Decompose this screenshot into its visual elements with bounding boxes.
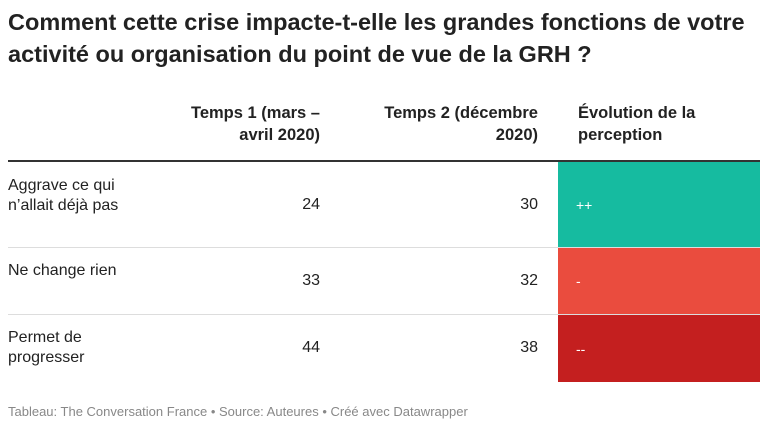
table-header: Temps 1 (mars – avril 2020) Temps 2 (déc…	[8, 102, 760, 162]
evolution-label: --	[576, 340, 586, 357]
evolution-label: ++	[576, 196, 593, 213]
row-label: Aggrave ce qui n’allait déjà pas	[8, 177, 119, 214]
cell-evolution: -	[558, 248, 760, 314]
column-header-temps2: Temps 2 (décembre 2020)	[384, 104, 538, 144]
row-label: Ne change rien	[8, 262, 117, 279]
table-row: Aggrave ce qui n’allait déjà pas 24 30 +…	[8, 162, 760, 248]
cell-temps2: 30	[520, 196, 538, 213]
table-row: Permet de progresser 44 38 --	[8, 315, 760, 382]
row-label: Permet de progresser	[8, 329, 85, 366]
column-header-evolution: Évolution de la perception	[578, 104, 696, 144]
cell-evolution: --	[558, 315, 760, 382]
cell-temps2: 32	[520, 272, 538, 289]
cell-temps1: 24	[302, 196, 320, 213]
table-row: Ne change rien 33 32 -	[8, 248, 760, 315]
source-footer: Tableau: The Conversation France • Sourc…	[8, 404, 468, 419]
column-header-temps1: Temps 1 (mars – avril 2020)	[190, 104, 320, 144]
cell-temps2: 38	[520, 339, 538, 356]
cell-evolution: ++	[558, 162, 760, 247]
data-table: Temps 1 (mars – avril 2020) Temps 2 (déc…	[8, 102, 760, 382]
cell-temps1: 44	[302, 339, 320, 356]
evolution-label: -	[576, 273, 581, 289]
cell-temps1: 33	[302, 272, 320, 289]
chart-title: Comment cette crise impacte-t-elle les g…	[8, 9, 745, 67]
